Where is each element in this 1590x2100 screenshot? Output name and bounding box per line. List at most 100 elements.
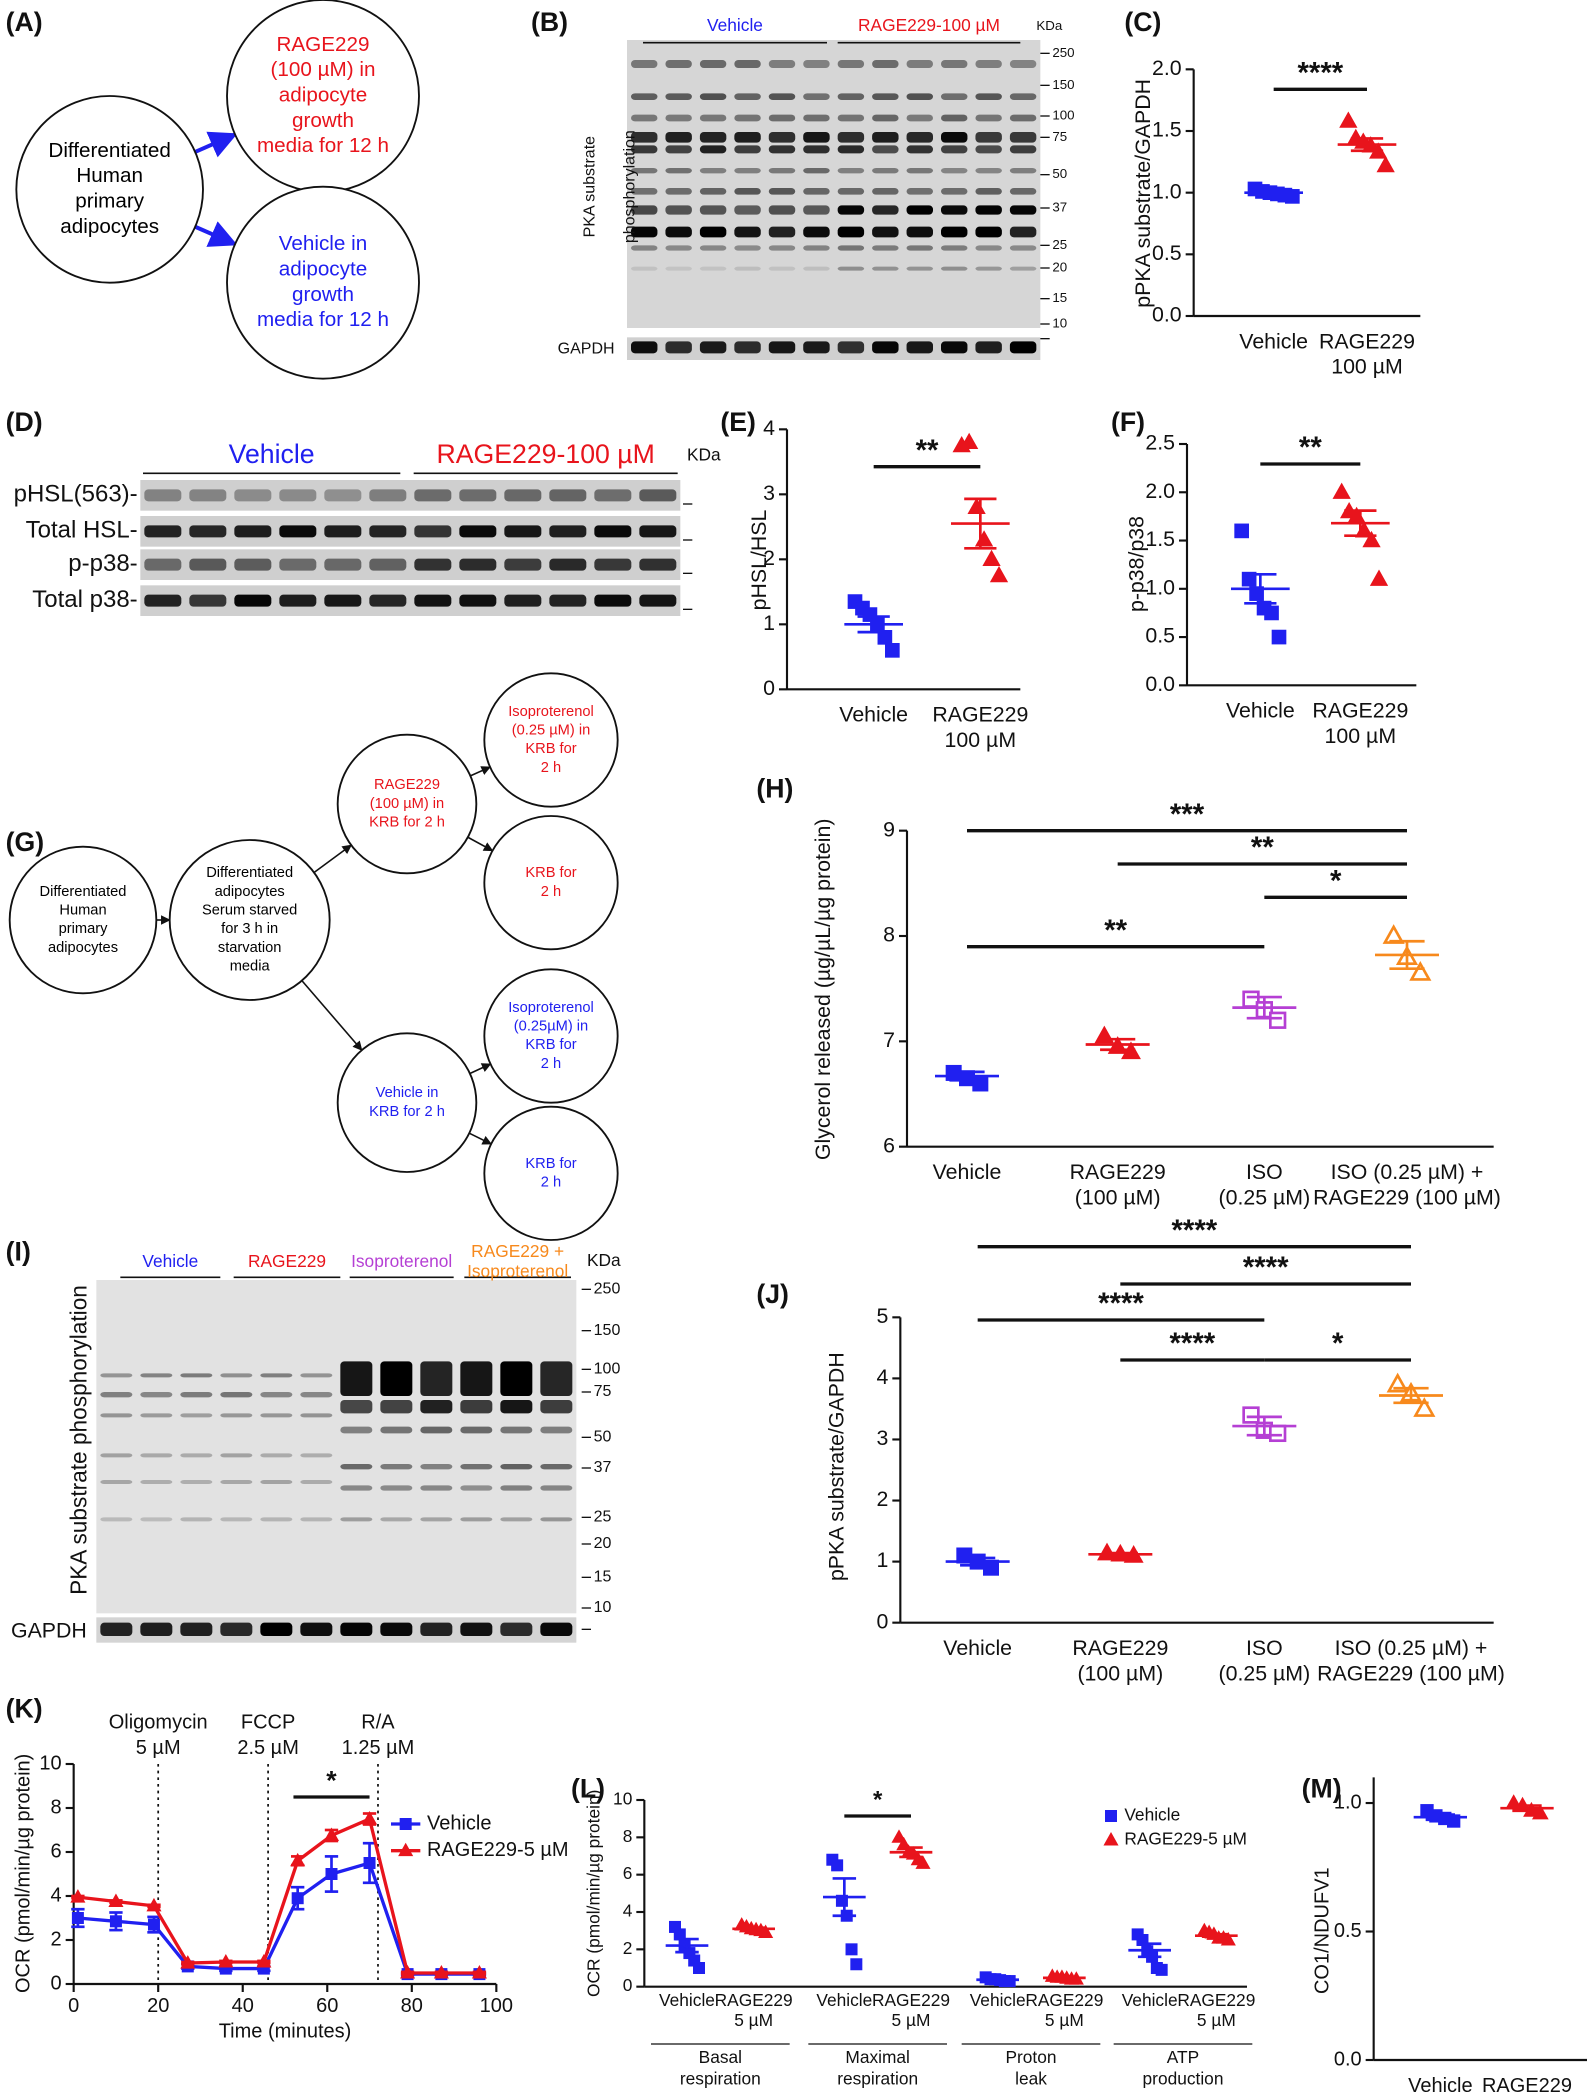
data-point <box>109 1915 122 1928</box>
blot-band <box>140 1392 173 1398</box>
y-label: phosphorylation <box>622 130 639 243</box>
marker-label: 50 <box>594 1429 612 1446</box>
significance-label: **** <box>1298 56 1344 89</box>
y-tick-label: 1.0 <box>1152 179 1182 203</box>
blot-band <box>459 594 497 607</box>
blot-band <box>734 132 761 143</box>
node <box>483 1105 619 1241</box>
data-point <box>693 1962 705 1974</box>
node-label: RAGE229 <box>276 33 369 56</box>
y-label: PKA substrate phosphorylation <box>65 1285 91 1595</box>
blot-band <box>300 1480 333 1484</box>
injection-label: 1.25 µM <box>342 1737 415 1759</box>
blot-band <box>340 1517 373 1522</box>
y-tick-label: 4 <box>51 1884 62 1906</box>
y-tick-label: 0.0 <box>1334 2048 1362 2070</box>
blot-band <box>631 226 658 238</box>
blot-band <box>189 525 227 538</box>
group-label: Maximal <box>845 2047 910 2067</box>
data-point <box>291 1892 304 1905</box>
blot-band <box>699 168 727 174</box>
blot-band <box>234 525 272 538</box>
blot-band <box>594 489 632 502</box>
blot-band <box>459 489 497 502</box>
blot-band <box>504 489 542 502</box>
blot-band <box>906 145 933 154</box>
node-label: growth <box>292 283 354 306</box>
node-label: Differentiated <box>206 865 293 881</box>
blot-band <box>1009 245 1037 251</box>
data-point <box>1242 1406 1260 1424</box>
blot-band <box>734 245 761 251</box>
blot-band <box>837 188 865 195</box>
data-point <box>1339 111 1358 128</box>
data-point <box>398 1842 414 1857</box>
blot-band <box>941 188 968 195</box>
group-label: respiration <box>680 2069 761 2089</box>
blot-band <box>549 594 587 607</box>
blot-band <box>420 1485 453 1491</box>
blot-band <box>631 168 658 174</box>
data-point <box>877 629 893 645</box>
blot-band <box>906 226 933 238</box>
blot-band <box>872 132 899 143</box>
marker-label: 10 <box>594 1599 612 1616</box>
blot-band <box>1009 114 1037 122</box>
data-point <box>180 1955 196 1969</box>
data-point <box>1332 482 1351 499</box>
data-point <box>1271 629 1287 645</box>
marker-label: 25 <box>594 1509 612 1526</box>
blot-band <box>220 1392 253 1398</box>
panel-label: (G) <box>6 827 45 857</box>
blot-band <box>340 1426 373 1434</box>
node-label: adipocytes <box>60 215 159 238</box>
unit-label: KDa <box>1036 18 1063 33</box>
x-tick-label: 20 <box>147 1995 169 2017</box>
marker-label: 10 <box>1052 316 1067 331</box>
blot-band <box>140 1622 173 1636</box>
x-tick-label: RAGE229 <box>1319 329 1415 353</box>
blot-band <box>975 132 1002 143</box>
x-tick-label: RAGE229 <box>1070 1160 1166 1184</box>
y-axis-label: Glycerol released (µg/µL/µg protein) <box>811 819 835 1161</box>
blot-band <box>768 205 796 215</box>
blot-band <box>1009 341 1037 354</box>
x-tick-label: RAGE229 <box>1025 1990 1103 2010</box>
data-point <box>323 1827 340 1841</box>
blot-band <box>504 558 542 571</box>
blot-band <box>631 205 658 215</box>
data-point <box>400 1965 416 1979</box>
x-tick-label: Vehicle <box>659 1990 715 2010</box>
blot-band <box>180 1392 213 1398</box>
blot-band <box>699 188 727 195</box>
blot-band <box>220 1480 253 1484</box>
data-point <box>108 1893 124 1907</box>
blot-band <box>100 1622 133 1636</box>
blot-band <box>460 1622 493 1636</box>
marker-label: 50 <box>1052 166 1067 181</box>
blot-band <box>380 1622 413 1636</box>
blot-band <box>803 114 830 122</box>
blot-band <box>631 132 658 143</box>
significance-label: ** <box>1251 831 1274 864</box>
node <box>336 1032 478 1173</box>
row-label: p-p38- <box>68 550 137 577</box>
marker-label: 250 <box>1052 45 1074 60</box>
x-tick-label: (0.25 µM) <box>1218 1661 1310 1685</box>
group-label: Vehicle <box>707 15 763 35</box>
blot-band <box>941 145 968 154</box>
blot-band <box>837 168 865 174</box>
arrow <box>194 131 238 158</box>
blot-band <box>369 594 407 607</box>
y-tick-label: 10 <box>39 1752 61 1774</box>
x-tick-label: RAGE229 <box>932 703 1028 727</box>
blot-band <box>639 594 677 607</box>
x-tick-label: 5 µM <box>734 2010 773 2030</box>
row-label: Total HSL- <box>26 517 138 544</box>
node-label: KRB for <box>525 1156 576 1172</box>
group-label: leak <box>1015 2069 1047 2089</box>
node-label: Human <box>59 903 106 919</box>
blot-band <box>260 1453 293 1458</box>
y-tick-label: 1.0 <box>1145 575 1175 599</box>
blot-band <box>803 145 830 154</box>
